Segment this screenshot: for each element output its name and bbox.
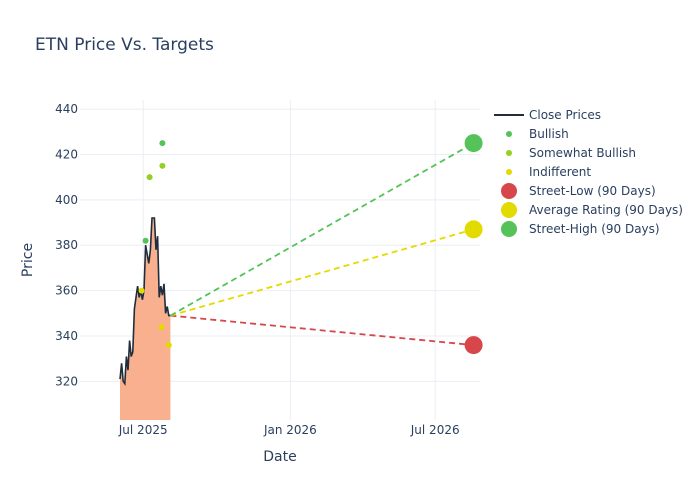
average-target-marker bbox=[464, 220, 483, 239]
legend-marker-swatch bbox=[506, 150, 512, 156]
legend-label: Average Rating (90 Days) bbox=[529, 203, 683, 217]
average-target-line bbox=[170, 228, 474, 317]
y-tick-label: 360 bbox=[55, 284, 78, 298]
street-low-target-line bbox=[170, 314, 474, 347]
y-tick-label: 420 bbox=[55, 147, 78, 161]
close-price-line bbox=[119, 217, 171, 387]
legend-label: Indifferent bbox=[529, 165, 591, 179]
y-tick-label: 440 bbox=[55, 102, 78, 116]
indifferent-rating-point bbox=[138, 287, 145, 294]
legend-item[interactable]: Indifferent bbox=[506, 165, 591, 179]
legend-marker-swatch bbox=[506, 131, 512, 137]
legend-item[interactable]: Close Prices bbox=[494, 108, 601, 122]
legend-label: Somewhat Bullish bbox=[529, 146, 636, 160]
street-low-target-marker bbox=[464, 336, 483, 355]
legend-marker-swatch bbox=[501, 183, 517, 199]
indifferent-rating-point bbox=[165, 342, 172, 349]
chart-title: ETN Price Vs. Targets bbox=[35, 35, 214, 55]
legend-marker-swatch bbox=[501, 202, 517, 218]
y-tick-label: 380 bbox=[55, 238, 78, 252]
y-axis-title: Price bbox=[20, 243, 36, 277]
plot-area bbox=[119, 134, 483, 420]
legend-marker-swatch bbox=[501, 221, 517, 237]
axis-ticks: 320 340 360 380 400 420 440 Jul 2025 Jan 2026 Jul… bbox=[55, 102, 460, 437]
indifferent-rating-point bbox=[158, 323, 165, 330]
street-high-target-marker bbox=[464, 134, 483, 153]
legend-item[interactable]: Street-High (90 Days) bbox=[501, 221, 660, 237]
bullish-rating-point bbox=[142, 237, 149, 244]
legend-marker-swatch bbox=[506, 169, 512, 175]
y-tick-label: 340 bbox=[55, 329, 78, 343]
legend-item[interactable]: Street-Low (90 Days) bbox=[501, 183, 656, 199]
x-tick-label: Jul 2025 bbox=[118, 423, 168, 437]
legend-label: Bullish bbox=[529, 127, 569, 141]
bullish-rating-point bbox=[159, 140, 166, 147]
x-tick-label: Jan 2026 bbox=[263, 423, 317, 437]
legend[interactable]: Close Prices Bullish Somewhat Bullish Indif… bbox=[494, 108, 683, 237]
legend-label: Close Prices bbox=[529, 108, 601, 122]
somewhat-bullish-rating-point bbox=[146, 174, 153, 181]
legend-label: Street-Low (90 Days) bbox=[529, 184, 656, 198]
legend-item[interactable]: Somewhat Bullish bbox=[506, 146, 636, 160]
y-tick-label: 400 bbox=[55, 193, 78, 207]
x-tick-label: Jul 2026 bbox=[410, 423, 460, 437]
street-high-target-line bbox=[169, 142, 475, 317]
y-tick-label: 320 bbox=[55, 374, 78, 388]
legend-item[interactable]: Bullish bbox=[506, 127, 569, 141]
legend-item[interactable]: Average Rating (90 Days) bbox=[501, 202, 683, 218]
somewhat-bullish-rating-point bbox=[159, 162, 166, 169]
legend-label: Street-High (90 Days) bbox=[529, 222, 660, 236]
x-axis-title: Date bbox=[263, 449, 296, 465]
